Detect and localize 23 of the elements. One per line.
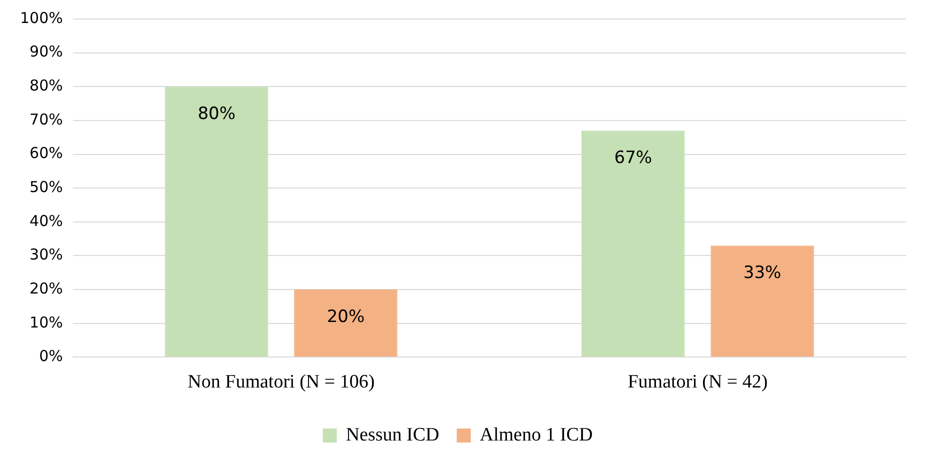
- y-tick-label: 100%: [20, 8, 63, 27]
- y-tick-label: 30%: [30, 246, 63, 264]
- data-label: 80%: [198, 104, 236, 124]
- y-tick-label: 70%: [30, 110, 63, 128]
- x-tick-label: Fumatori (N = 42): [628, 372, 768, 393]
- y-tick-label: 60%: [30, 144, 63, 162]
- data-label: 33%: [743, 263, 782, 284]
- legend-label: Nessun ICD: [346, 424, 440, 446]
- bar: [582, 130, 685, 357]
- y-tick-label: 80%: [30, 76, 63, 95]
- bar: [294, 290, 398, 357]
- x-tick-label: Non Fumatori (N = 106): [188, 372, 375, 393]
- legend-label: Almeno 1 ICD: [480, 424, 593, 446]
- y-tick-label: 10%: [30, 313, 63, 332]
- data-label: 20%: [326, 306, 365, 327]
- bar: [164, 86, 268, 357]
- y-tick-label: 40%: [30, 212, 63, 230]
- y-tick-label: 20%: [30, 279, 63, 298]
- y-tick-label: 50%: [30, 178, 63, 196]
- data-label: 67%: [614, 148, 652, 168]
- bar: [710, 246, 814, 357]
- y-tick-label: 90%: [30, 42, 63, 61]
- y-tick-label: 0%: [39, 347, 63, 366]
